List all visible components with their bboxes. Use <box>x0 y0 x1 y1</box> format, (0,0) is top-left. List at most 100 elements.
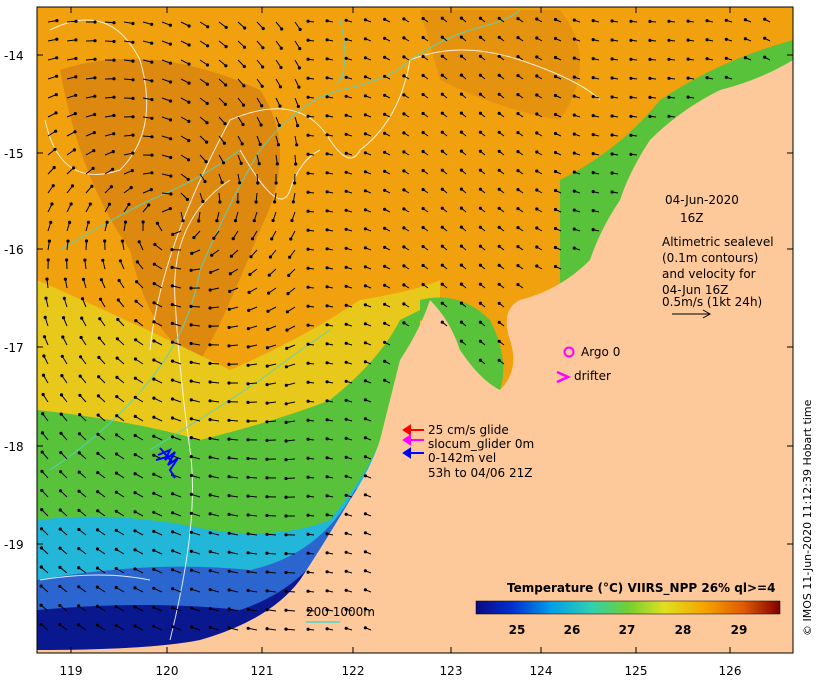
velocity-arrow-head <box>189 587 194 591</box>
velocity-arrow-head <box>171 492 175 496</box>
velocity-arrow-head <box>246 363 250 367</box>
velocity-arrow-head <box>306 437 310 441</box>
velocity-arrow-head <box>667 114 671 118</box>
velocity-arrow-head <box>189 530 193 534</box>
velocity-arrow-head <box>133 586 137 590</box>
velocity-arrow-head <box>246 419 250 423</box>
velocity-arrow-head <box>610 19 614 23</box>
velocity-arrow-head <box>572 227 576 231</box>
velocity-arrow-head <box>535 207 539 211</box>
velocity-arrow-head <box>59 412 63 416</box>
glider-line: 0-142m vel <box>428 451 496 465</box>
velocity-arrow-head <box>39 527 44 531</box>
lon-tick-label: 119 <box>60 664 83 678</box>
velocity-arrow-head <box>240 142 244 146</box>
velocity-arrow-head <box>344 113 348 117</box>
velocity-arrow-head <box>72 148 76 152</box>
velocity-arrow-head <box>284 476 288 481</box>
lon-tick-label: 123 <box>440 664 463 678</box>
velocity-arrow-head <box>284 420 288 424</box>
velocity-arrow-head <box>242 84 246 88</box>
velocity-arrow-head <box>185 197 189 201</box>
velocity-arrow-head <box>344 417 348 421</box>
velocity-arrow-head <box>306 475 310 479</box>
velocity-arrow-head <box>152 282 156 286</box>
velocity-arrow-head <box>383 340 387 344</box>
velocity-arrow-head <box>79 335 83 340</box>
velocity-arrow-head <box>133 453 137 457</box>
velocity-arrow-head <box>363 246 367 250</box>
velocity-arrow-head <box>233 219 238 223</box>
velocity-arrow-head <box>325 361 329 365</box>
velocity-arrow-head <box>363 284 367 288</box>
velocity-arrow-head <box>325 380 329 384</box>
velocity-arrow-head <box>77 547 81 551</box>
velocity-arrow-head <box>421 187 425 192</box>
velocity-arrow-head <box>284 552 288 556</box>
velocity-arrow-head <box>150 41 154 45</box>
velocity-arrow-head <box>724 75 728 79</box>
velocity-arrow-head <box>93 57 97 61</box>
velocity-arrow-head <box>516 17 520 21</box>
velocity-arrow-head <box>553 150 558 155</box>
velocity-arrow-head <box>114 605 118 609</box>
velocity-arrow-head <box>189 455 193 459</box>
velocity-arrow-head <box>133 510 137 514</box>
velocity-arrow-head <box>553 245 558 250</box>
velocity-arrow-head <box>763 55 767 59</box>
velocity-arrow-head <box>325 76 329 80</box>
velocity-arrow-head <box>134 319 138 323</box>
velocity-arrow-head <box>168 42 172 46</box>
velocity-arrow-head <box>227 512 231 517</box>
velocity-arrow-head <box>274 181 278 185</box>
velocity-arrow-head <box>227 475 231 479</box>
velocity-arrow-head <box>284 365 288 369</box>
velocity-arrow-head <box>170 303 174 307</box>
velocity-arrow-head <box>497 54 501 58</box>
velocity-arrow-head <box>284 458 288 462</box>
velocity-arrow-head <box>535 226 539 230</box>
velocity-arrow-head <box>58 584 62 589</box>
velocity-arrow-head <box>259 123 263 127</box>
velocity-arrow-head <box>246 570 250 574</box>
velocity-arrow-head <box>280 27 284 31</box>
velocity-arrow-head <box>41 392 45 397</box>
velocity-arrow-head <box>44 296 48 300</box>
velocity-arrow-head <box>55 37 59 41</box>
velocity-arrow-head <box>629 38 633 42</box>
velocity-arrow-head <box>686 57 690 61</box>
velocity-arrow-head <box>40 469 44 473</box>
velocity-arrow-head <box>516 93 520 97</box>
velocity-arrow-head <box>39 584 43 588</box>
velocity-arrow-head <box>440 92 444 96</box>
credit-text: © IMOS 11-Jun-2020 11:12:39 Hobart time <box>801 399 814 636</box>
velocity-arrow-head <box>239 161 243 165</box>
velocity-arrow-head <box>402 36 406 40</box>
velocity-arrow-head <box>535 188 539 192</box>
velocity-arrow-head <box>49 220 53 224</box>
velocity-arrow-head <box>516 150 520 154</box>
velocity-arrow-head <box>79 355 83 359</box>
velocity-arrow-head <box>98 297 103 301</box>
velocity-arrow-head <box>246 456 250 461</box>
velocity-arrow-head <box>497 339 501 343</box>
velocity-arrow-head <box>344 151 348 155</box>
velocity-arrow-head <box>402 207 406 211</box>
velocity-arrow-head <box>190 251 194 255</box>
velocity-arrow-head <box>254 200 258 204</box>
velocity-arrow-head <box>478 16 482 20</box>
velocity-arrow-head <box>116 317 120 322</box>
velocity-arrow-head <box>344 265 348 269</box>
velocity-arrow-head <box>363 132 367 136</box>
velocity-arrow-head <box>223 102 227 106</box>
velocity-arrow-head <box>95 585 99 589</box>
velocity-arrow-head <box>150 98 154 102</box>
velocity-arrow-head <box>363 474 367 478</box>
velocity-arrow-head <box>115 375 119 379</box>
velocity-arrow-head <box>208 343 212 347</box>
velocity-arrow-head <box>150 116 154 120</box>
velocity-arrow-head <box>231 237 235 241</box>
velocity-arrow-head <box>296 124 300 128</box>
velocity-arrow-head <box>77 451 81 455</box>
velocity-arrow-head <box>497 358 501 362</box>
